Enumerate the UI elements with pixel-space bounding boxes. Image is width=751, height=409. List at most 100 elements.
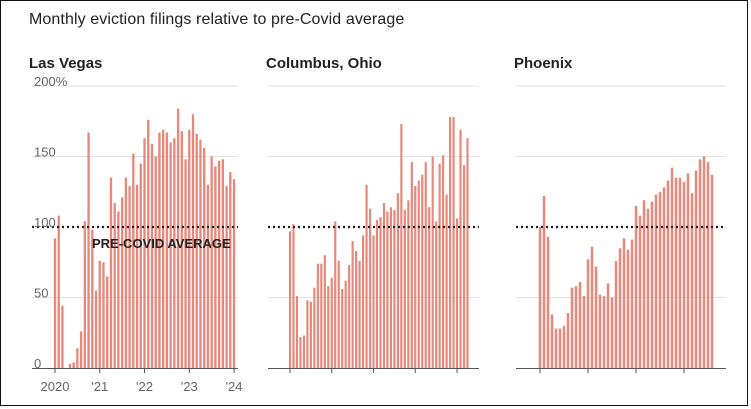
bar-1-33	[403, 210, 406, 368]
bar-0-21	[132, 153, 135, 368]
bar-0-22	[135, 184, 139, 368]
bar-0-47	[229, 172, 232, 368]
bar-1-43	[438, 163, 441, 368]
bar-2-32	[666, 180, 670, 368]
bar-0-33	[176, 108, 180, 368]
bar-2-18	[610, 297, 614, 368]
bar-2-40	[698, 159, 702, 368]
bar-2-9	[574, 286, 578, 368]
bar-2-13	[590, 246, 594, 368]
bar-1-25	[375, 219, 379, 368]
bar-1-9	[320, 263, 323, 368]
x-tick-label-3: '23	[181, 379, 198, 394]
bar-1-5	[306, 300, 309, 368]
bar-0-28	[158, 132, 161, 368]
bar-1-51	[466, 138, 469, 368]
bar-0-20	[128, 186, 131, 368]
bar-1-2	[295, 296, 299, 368]
bar-0-39	[199, 139, 202, 368]
bar-0-0	[53, 238, 57, 368]
bar-1-38	[421, 174, 424, 368]
bar-1-10	[323, 255, 326, 368]
bar-0-19	[124, 177, 128, 368]
bar-0-30	[165, 132, 169, 368]
bar-2-31	[662, 187, 666, 368]
bar-2-24	[634, 205, 638, 368]
bar-2-5	[558, 328, 562, 368]
bar-1-35	[410, 162, 413, 368]
bar-2-35	[678, 177, 682, 368]
bar-1-28	[386, 211, 389, 368]
bar-1-12	[330, 277, 333, 368]
bar-2-36	[682, 181, 686, 368]
bar-1-21	[362, 235, 365, 368]
bar-2-15	[598, 294, 602, 368]
bar-2-33	[670, 167, 674, 368]
bar-1-3	[299, 336, 302, 368]
bar-2-41	[702, 156, 706, 368]
bar-1-17	[348, 265, 351, 368]
page-title: Monthly eviction filings relative to pre…	[29, 11, 405, 28]
bar-0-7	[79, 331, 83, 368]
bar-2-25	[638, 215, 642, 368]
bar-1-47	[452, 117, 455, 369]
y-tick-label-4: 0	[34, 356, 41, 371]
bar-1-7	[313, 287, 316, 368]
bar-1-0	[288, 231, 292, 368]
bar-1-48	[455, 218, 459, 368]
bar-2-2	[546, 236, 550, 368]
bar-1-1	[292, 224, 295, 368]
bar-0-13	[102, 262, 105, 368]
bar-1-42	[435, 221, 438, 368]
bar-2-23	[630, 239, 634, 368]
bar-0-40	[203, 148, 206, 368]
panel-title-1: Columbus, Ohio	[266, 55, 382, 72]
bar-2-19	[614, 260, 618, 368]
bar-0-38	[195, 133, 198, 368]
bar-0-5	[72, 362, 75, 368]
bar-2-16	[602, 296, 606, 368]
bar-0-17	[117, 211, 120, 368]
y-tick-label-1: 150	[34, 145, 56, 160]
bar-1-30	[393, 210, 396, 368]
bar-1-31	[396, 193, 399, 368]
bar-0-4	[68, 363, 72, 368]
bar-0-44	[217, 160, 221, 368]
bar-0-11	[94, 290, 98, 368]
panel-title-0: Las Vegas	[29, 55, 102, 72]
bar-2-34	[674, 177, 678, 368]
bar-1-36	[414, 186, 417, 368]
bar-0-1	[57, 215, 60, 368]
bar-2-14	[594, 266, 598, 368]
x-tick-label-4: '24	[226, 379, 243, 394]
bar-1-44	[442, 155, 445, 368]
bar-2-28	[650, 201, 654, 368]
bar-0-12	[98, 260, 101, 368]
bar-2-37	[686, 173, 690, 368]
bar-2-38	[690, 193, 694, 368]
bar-0-37	[191, 114, 195, 368]
y-tick-label-3: 50	[34, 286, 48, 301]
y-tick-label-0: 200%	[34, 74, 68, 89]
bar-0-16	[113, 203, 116, 368]
bar-0-24	[143, 138, 146, 368]
bar-2-26	[642, 200, 646, 368]
bar-2-39	[694, 170, 698, 368]
bar-1-6	[309, 301, 312, 368]
bar-2-11	[582, 296, 586, 368]
bar-2-8	[570, 287, 574, 368]
bar-2-43	[710, 174, 714, 368]
bar-1-41	[431, 156, 434, 368]
panel-title-2: Phoenix	[514, 55, 573, 72]
bar-1-23	[368, 208, 372, 368]
bar-0-35	[184, 159, 187, 368]
bar-0-27	[154, 156, 157, 368]
bar-0-8	[83, 221, 86, 368]
bar-0-46	[225, 186, 228, 368]
bar-1-20	[358, 260, 361, 368]
bar-1-40	[428, 207, 431, 368]
bar-0-43	[214, 166, 217, 368]
x-tick-label-2: '22	[136, 379, 153, 394]
bar-0-48	[232, 179, 236, 368]
